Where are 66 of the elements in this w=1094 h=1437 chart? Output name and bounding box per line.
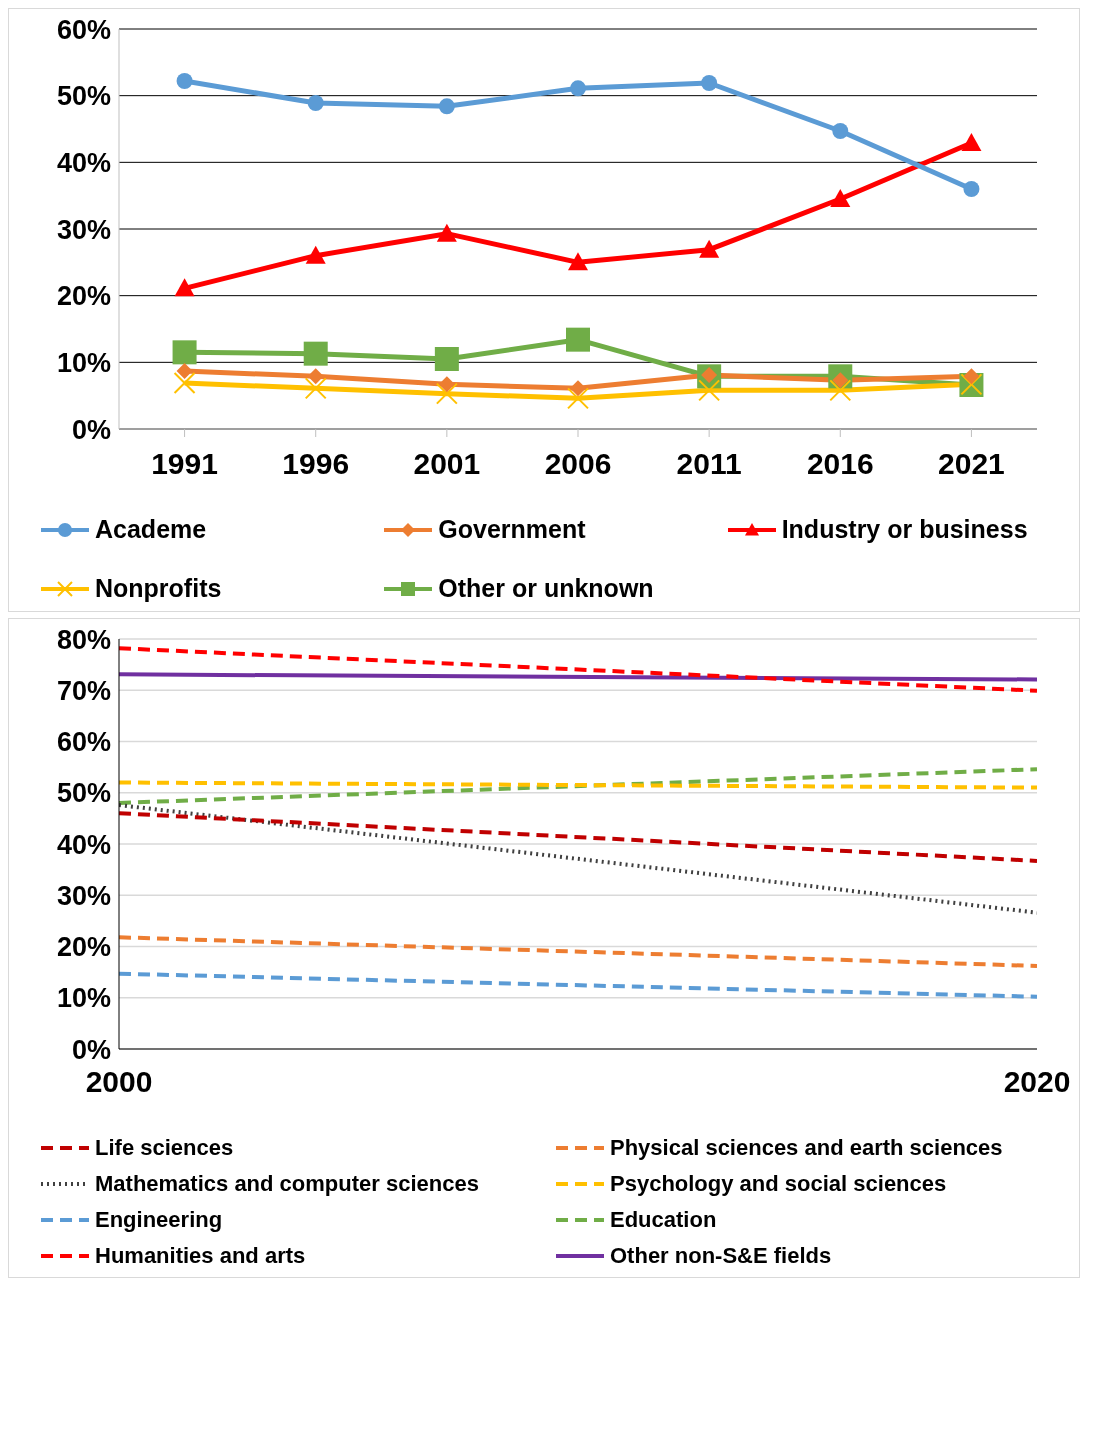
y-tick-label: 30%	[56, 214, 111, 245]
y-tick-label: 10%	[56, 983, 111, 1014]
point	[304, 377, 327, 400]
legend-label: Academe	[95, 515, 207, 544]
point	[303, 341, 328, 366]
legend-label: Life sciences	[95, 1135, 234, 1161]
point	[307, 368, 324, 385]
point	[438, 376, 455, 393]
x-tick-label: 2011	[676, 447, 742, 481]
legend-label: Physical sciences and earth sciences	[610, 1135, 1003, 1161]
x-tick-label: 2001	[413, 447, 481, 481]
y-tick-label: 40%	[56, 829, 111, 860]
point	[566, 327, 590, 352]
x-tick-label: 2021	[938, 447, 1005, 481]
point	[174, 278, 195, 297]
point	[307, 95, 324, 111]
point	[172, 340, 197, 365]
y-tick-label: 50%	[56, 778, 111, 809]
y-tick-label: 80%	[56, 624, 111, 655]
y-tick-label: 10%	[56, 347, 111, 378]
y-tick-label: 20%	[56, 281, 111, 312]
x-tick-label: 2006	[544, 447, 612, 481]
point	[570, 380, 586, 397]
legend-label: Other or unknown	[438, 574, 654, 603]
y-tick-label: 20%	[56, 932, 111, 963]
x-tick-label: 1996	[282, 447, 350, 481]
legend-label: Mathematics and computer sciences	[95, 1171, 479, 1197]
point	[435, 382, 458, 405]
y-tick-label: 70%	[56, 675, 111, 706]
point	[963, 181, 980, 197]
point	[305, 245, 326, 264]
point	[698, 379, 721, 402]
point	[701, 75, 718, 91]
legend-label: Humanities and arts	[95, 1243, 306, 1269]
point	[961, 133, 982, 151]
x-tick-label: 2000	[85, 1065, 153, 1099]
y-tick-label: 0%	[71, 414, 111, 445]
point	[567, 387, 589, 410]
legend-label: Psychology and social sciences	[610, 1171, 947, 1197]
x-tick-label: 2016	[806, 447, 874, 481]
y-tick-label: 30%	[56, 880, 111, 911]
point	[176, 73, 193, 89]
y-tick-label: 50%	[56, 81, 111, 112]
point	[829, 379, 852, 402]
legend-label: Industry or business	[781, 515, 1028, 544]
point	[570, 80, 586, 97]
legend-label: Education	[610, 1207, 717, 1233]
point	[830, 189, 851, 207]
legend-label: Engineering	[95, 1207, 223, 1233]
y-tick-label: 60%	[56, 14, 111, 45]
point	[832, 123, 849, 139]
x-tick-label: 2020	[1003, 1065, 1071, 1099]
point	[699, 239, 720, 258]
point	[436, 223, 457, 242]
point	[434, 347, 459, 371]
y-tick-label: 0%	[71, 1034, 111, 1065]
point	[173, 372, 196, 394]
legend-label: Government	[438, 515, 586, 544]
point	[438, 98, 455, 115]
y-tick-label: 40%	[56, 147, 111, 178]
legend-label: Nonprofits	[95, 574, 222, 603]
point	[568, 252, 588, 271]
y-tick-label: 60%	[56, 727, 111, 758]
x-tick-label: 1991	[151, 447, 218, 481]
legend-label: Other non-S&E fields	[610, 1243, 832, 1269]
point	[176, 363, 193, 379]
